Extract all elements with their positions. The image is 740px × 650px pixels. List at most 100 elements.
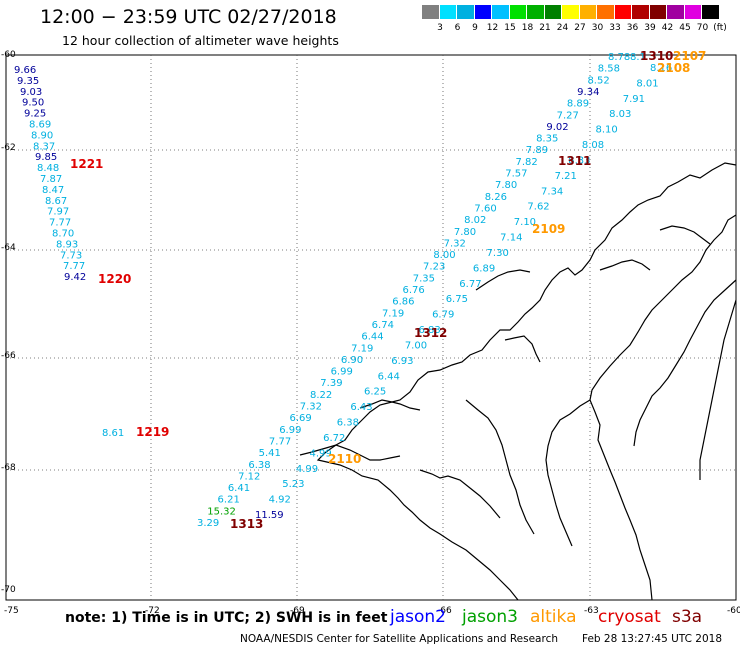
swh-value: 9.35 [17, 76, 39, 87]
colorbar-swatch [544, 5, 561, 19]
colorbar-tick-label: 27 [574, 23, 586, 33]
swh-value: 7.14 [500, 233, 522, 244]
swh-value: 9.66 [14, 65, 36, 76]
colorbar-tick-label: (ft) [713, 23, 727, 33]
legend-entry-jason3: jason3 [462, 607, 518, 627]
swh-value: 7.77 [63, 261, 85, 272]
swh-value: 7.21 [555, 171, 577, 182]
swh-value: 7.10 [514, 217, 536, 228]
lat-tick-label: -60 [1, 50, 16, 60]
colorbar-swatch [614, 5, 631, 19]
coastline [633, 279, 737, 447]
swh-value: 8.90 [31, 130, 53, 141]
swh-value: 6.83 [418, 325, 440, 336]
credit-text: NOAA/NESDIS Center for Satellite Applica… [240, 633, 558, 645]
swh-value: 7.32 [300, 402, 322, 413]
swh-value: 8.37 [33, 141, 55, 152]
coastline [504, 335, 541, 363]
swh-value: 9.50 [22, 98, 44, 109]
swh-value: 6.41 [228, 483, 250, 494]
swh-value: 9.25 [24, 109, 46, 120]
time-label: 2107 [673, 49, 706, 63]
swh-value: 7.97 [47, 207, 69, 218]
time-label: 1312 [414, 326, 447, 340]
swh-value: 8.58 [598, 64, 620, 75]
colorbar-swatch [527, 5, 544, 19]
swh-value: 7.00 [405, 340, 427, 351]
coastline [419, 469, 501, 519]
swh-value: 8.48 [37, 163, 59, 174]
swh-value: 6.21 [218, 495, 240, 506]
colorbar-swatch [702, 5, 719, 19]
time-label: 1220 [98, 272, 131, 286]
time-label: 2110 [328, 452, 361, 466]
swh-value: 7.73 [60, 250, 82, 261]
coastline [545, 399, 591, 547]
colorbar-swatch [597, 5, 614, 19]
swh-value: 6.90 [341, 355, 363, 366]
swh-value: 8.26 [485, 192, 507, 203]
swh-value: 6.99 [279, 425, 301, 436]
swh-value: 5.23 [282, 479, 304, 490]
colorbar-tick-label: 70 [696, 23, 709, 33]
time-label: 1313 [230, 517, 263, 531]
swh-value: 8.35 [536, 134, 558, 145]
swh-value: 9.03 [20, 87, 42, 98]
lat-tick-label: -64 [1, 243, 16, 253]
swh-value: 15.32 [207, 506, 236, 517]
swh-value: 7.89 [526, 145, 548, 156]
swh-value: 6.44 [378, 371, 400, 382]
swh-value: 7.80 [454, 227, 476, 238]
colorbar-tick-label: 42 [661, 23, 674, 33]
swh-value: 5.41 [259, 448, 281, 459]
swh-value: 7.23 [423, 262, 445, 273]
colorbar-tick-label: 39 [644, 23, 656, 33]
swh-value: 3.29 [197, 518, 219, 529]
coastline [465, 399, 535, 535]
swh-value: 7.57 [505, 169, 527, 180]
time-label: 2108 [657, 61, 690, 75]
swh-value: 7.87 [40, 174, 62, 185]
swh-value: 6.69 [289, 413, 311, 424]
coastline [359, 399, 421, 411]
swh-value: 7.12 [238, 471, 260, 482]
colorbar-swatch [492, 5, 509, 19]
swh-value: 9.34 [577, 87, 599, 98]
swh-value: 7.77 [269, 436, 291, 447]
lat-tick-label: -68 [1, 463, 16, 473]
swh-value: 6.77 [459, 279, 481, 290]
swh-value: 9.42 [64, 272, 86, 283]
colorbar-tick-label: 9 [472, 23, 478, 33]
swh-value: 8.02 [464, 215, 486, 226]
swh-value: 7.60 [474, 203, 496, 214]
swh-value: 6.44 [361, 332, 383, 343]
colorbar-tick-label: 21 [539, 23, 551, 33]
lat-tick-label: -66 [1, 351, 16, 361]
swh-value: 6.72 [323, 433, 345, 444]
swh-value: 7.62 [527, 202, 549, 213]
footnote: note: 1) Time is in UTC; 2) SWH is in fe… [65, 610, 388, 626]
swh-value: 7.19 [382, 308, 404, 319]
colorbar-swatch [457, 5, 474, 19]
colorbar-swatch [579, 5, 596, 19]
swh-value: 7.30 [487, 248, 509, 259]
lat-tick-label: -70 [1, 585, 16, 595]
swh-value: 7.27 [557, 110, 579, 121]
swh-value: 8.10 [596, 125, 618, 136]
colorbar-tick-label: 18 [521, 23, 534, 33]
swh-value: 8.22 [310, 390, 332, 401]
swh-value: 6.38 [248, 460, 270, 471]
swh-value: 11.59 [255, 510, 284, 521]
swh-value: 7.82 [516, 157, 538, 168]
map-subtitle: 12 hour collection of altimeter wave hei… [62, 33, 339, 48]
swh-value: 6.89 [473, 263, 495, 274]
swh-value: 6.86 [392, 297, 414, 308]
swh-value: 6.79 [432, 310, 454, 321]
colorbar-tick-label: 12 [486, 23, 499, 33]
swh-value: 8.52 [587, 75, 609, 86]
swh-value: 7.80 [495, 180, 517, 191]
colorbar-swatch [562, 5, 579, 19]
time-label: 2109 [532, 222, 565, 236]
swh-value: 8.03 [609, 109, 631, 120]
